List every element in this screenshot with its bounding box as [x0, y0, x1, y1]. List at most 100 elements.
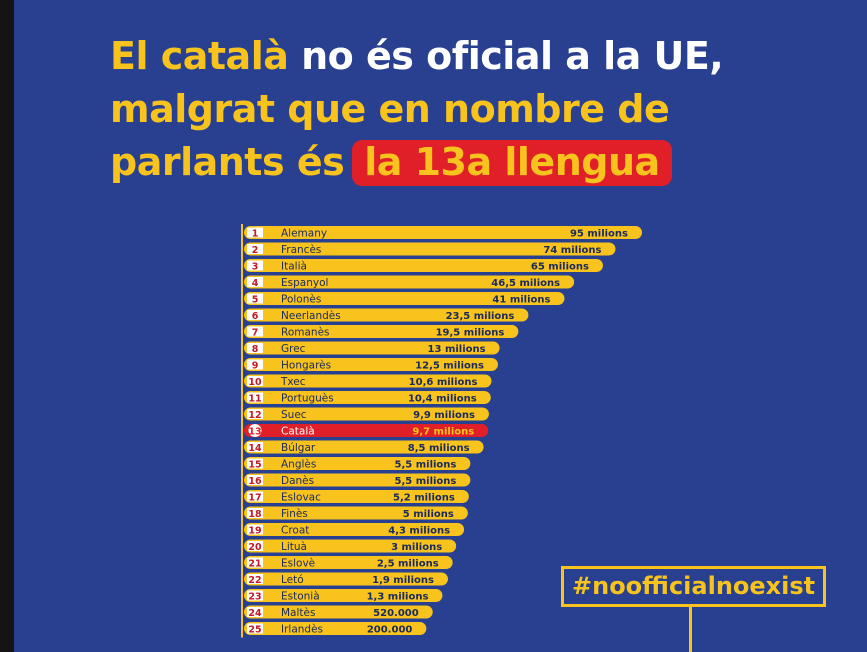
rank-badge-6	[247, 310, 263, 320]
rank-badge-23	[247, 590, 263, 601]
left-edge-strip	[0, 0, 14, 652]
rank-label-3: 3	[252, 262, 259, 273]
language-label-23: Estonià	[281, 591, 320, 603]
language-label-7: Romanès	[281, 327, 330, 339]
bar-14	[244, 440, 484, 454]
value-label-7: 19,5 milions	[436, 328, 505, 339]
language-label-21: Eslovè	[281, 558, 315, 570]
value-label-17: 5,2 milions	[393, 493, 455, 504]
rank-badge-14	[247, 442, 263, 452]
rank-label-5: 5	[252, 295, 259, 306]
rank-label-16: 16	[248, 476, 262, 487]
rank-badge-12	[247, 409, 263, 419]
bar-2	[244, 242, 616, 256]
rank-badge-8	[247, 343, 263, 353]
hashtag-box: #noofficialnoexist	[561, 566, 827, 607]
bar-4	[244, 275, 575, 289]
value-label-22: 1,9 milions	[372, 575, 434, 586]
bar-3	[244, 259, 603, 272]
value-label-25: 200.000	[367, 625, 413, 636]
rank-badge-15	[247, 458, 263, 469]
language-label-6: Neerlandès	[281, 310, 341, 322]
language-label-19: Croat	[281, 525, 309, 537]
headline: El català no és oficial a la UE, malgrat…	[110, 30, 850, 189]
headline-line3a: parlants és	[110, 140, 345, 184]
rank-label-13: 13	[248, 427, 261, 438]
value-label-20: 3 milions	[391, 542, 442, 553]
rank-label-14: 14	[248, 443, 262, 454]
bar-7	[244, 325, 519, 338]
rank-label-6: 6	[252, 311, 259, 322]
bar-15	[244, 457, 471, 470]
language-label-11: Portuguès	[281, 393, 334, 405]
rank-label-20: 20	[248, 542, 262, 553]
value-label-10: 10,6 milions	[409, 377, 478, 388]
value-label-2: 74 milions	[543, 245, 601, 256]
bar-12	[244, 407, 489, 421]
language-label-13: Català	[281, 426, 315, 438]
bar-8	[244, 341, 500, 355]
value-label-4: 46,5 milions	[491, 278, 560, 289]
language-label-2: Francès	[281, 244, 321, 256]
value-label-23: 1,3 milions	[367, 592, 429, 603]
rank-label-11: 11	[248, 394, 261, 405]
rank-label-19: 19	[248, 526, 261, 537]
language-label-5: Polonès	[281, 294, 321, 306]
bar-13	[244, 424, 489, 437]
rank-badge-24	[247, 607, 263, 617]
language-label-10: Txec	[280, 376, 306, 388]
rank-label-15: 15	[248, 460, 261, 471]
bar-1	[244, 226, 642, 239]
language-label-3: Italià	[281, 261, 307, 273]
rank-badge-3	[247, 260, 263, 271]
rank-badge-13	[248, 424, 262, 437]
language-label-25: Irlandès	[281, 624, 323, 636]
value-label-9: 12,5 milions	[415, 361, 484, 372]
rank-label-22: 22	[248, 575, 261, 586]
language-label-1: Alemany	[281, 228, 327, 240]
rank-badge-19	[247, 524, 263, 535]
rank-badge-25	[247, 623, 263, 634]
value-label-15: 5,5 milions	[395, 460, 457, 471]
bar-23	[244, 589, 443, 602]
bar-9	[244, 358, 498, 371]
bar-11	[244, 391, 491, 404]
rank-label-12: 12	[248, 410, 261, 421]
language-label-15: Anglès	[281, 459, 316, 471]
rank-label-18: 18	[248, 509, 262, 520]
rank-label-10: 10	[248, 377, 262, 388]
language-label-18: Finès	[281, 508, 308, 520]
value-label-14: 8,5 milions	[408, 443, 470, 454]
language-label-9: Hongarès	[281, 360, 331, 372]
rank-label-24: 24	[248, 608, 262, 619]
language-label-14: Búlgar	[281, 442, 316, 454]
bar-21	[244, 556, 453, 569]
value-label-24: 520.000	[373, 608, 419, 619]
rank-badge-5	[247, 293, 263, 304]
value-label-11: 10,4 milions	[408, 394, 477, 405]
headline-highlight: la 13a llengua	[352, 140, 672, 186]
hashtag-stem	[689, 607, 692, 652]
value-label-16: 5,5 milions	[395, 476, 457, 487]
value-label-12: 9,9 milions	[413, 410, 475, 421]
rank-badge-22	[247, 574, 263, 584]
language-label-4: Espanyol	[281, 277, 328, 289]
bar-20	[244, 539, 457, 553]
bar-18	[244, 506, 468, 520]
rank-badge-21	[247, 557, 263, 568]
rank-label-21: 21	[248, 559, 261, 570]
value-label-5: 41 milions	[492, 295, 550, 306]
rank-badge-18	[247, 508, 263, 518]
bar-17	[244, 490, 469, 503]
bar-10	[244, 374, 492, 388]
bar-22	[244, 572, 448, 586]
headline-line2: malgrat que en nombre de	[110, 87, 670, 131]
rank-badge-10	[247, 376, 263, 386]
bar-5	[244, 292, 565, 305]
language-label-20: Lituà	[281, 541, 307, 553]
bar-16	[244, 473, 471, 487]
value-label-6: 23,5 milions	[446, 311, 515, 322]
value-label-13: 9,7 milions	[412, 427, 474, 438]
rank-badge-16	[247, 475, 263, 485]
